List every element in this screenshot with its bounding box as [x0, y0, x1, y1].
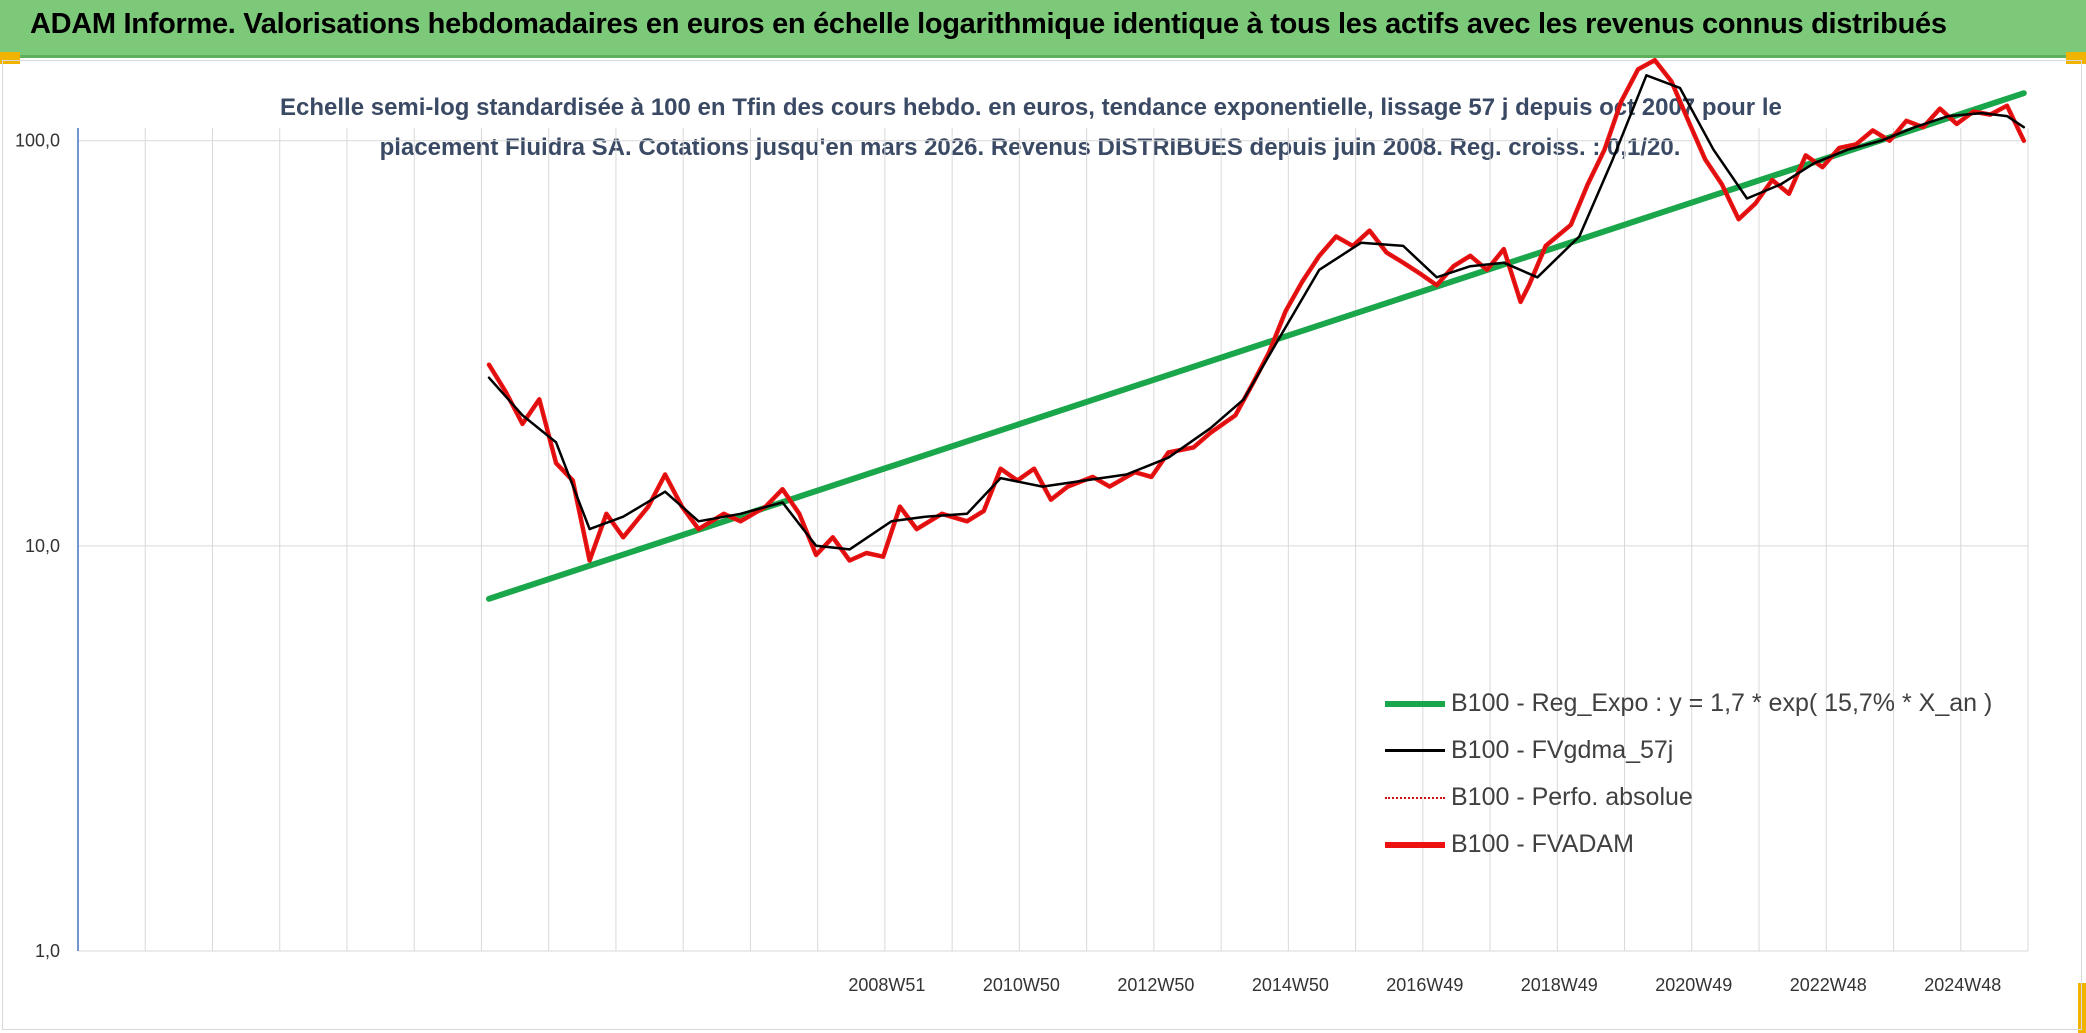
series-line-fvadam: [486, 57, 2027, 563]
series-line-regression: [486, 90, 2027, 602]
x-tick-label: 2022W48: [1790, 975, 1867, 995]
x-tick-label: 2024W48: [1924, 975, 2001, 995]
x-tick-label: 2010W50: [983, 975, 1060, 995]
y-tick-label: 100,0: [15, 131, 60, 151]
legend-label-fvadam: B100 - FVADAM: [1451, 830, 1634, 858]
y-tick-label: 10,0: [25, 536, 60, 556]
page-title: ADAM Informe. Valorisations hebdomadaire…: [30, 8, 1947, 40]
x-tick-label: 2008W51: [848, 975, 925, 995]
corner-marker-left: [0, 52, 20, 64]
legend-swatch-fvadam: [1385, 841, 1445, 848]
x-tick-label: 2018W49: [1521, 975, 1598, 995]
series-line-perfo: [488, 59, 2025, 562]
legend-swatch-smoothed: [1385, 749, 1445, 752]
legend-item-smoothed: B100 - FVgdma_57j: [1385, 727, 1992, 774]
legend-item-perfo: B100 - Perfo. absolue: [1385, 774, 1992, 821]
y-tick-label: 1,0: [35, 941, 60, 961]
legend-swatch-regression: [1385, 700, 1445, 707]
x-tick-label: 2020W49: [1655, 975, 1732, 995]
series-line-smoothed: [487, 74, 2026, 551]
legend-label-perfo: B100 - Perfo. absolue: [1451, 783, 1693, 811]
series-lines: [486, 57, 2027, 602]
chart-subtitle: Echelle semi-log standardisée à 100 en T…: [280, 88, 1782, 168]
legend-item-regression: B100 - Reg_Expo : y = 1,7 * exp( 15,7% *…: [1385, 680, 1992, 727]
legend-label-smoothed: B100 - FVgdma_57j: [1451, 736, 1674, 764]
x-tick-label: 2012W50: [1117, 975, 1194, 995]
legend-swatch-perfo: [1385, 796, 1445, 799]
corner-marker-bottom-right: [2078, 983, 2086, 1033]
grid-lines: [78, 128, 2029, 952]
subtitle-line-1: Echelle semi-log standardisée à 100 en T…: [280, 94, 1782, 121]
x-tick-label: 2016W49: [1386, 975, 1463, 995]
legend-item-fvadam: B100 - FVADAM: [1385, 821, 1992, 868]
x-tick-label: 2014W50: [1252, 975, 1329, 995]
subtitle-line-2: placement Fluidra SA. Cotations jusqu'en…: [379, 134, 1681, 161]
legend-label-regression: B100 - Reg_Expo : y = 1,7 * exp( 15,7% *…: [1451, 689, 1993, 717]
axes: 1,0 10,0 100,0 2008W51 2010W50 2012W50 2014W50…: [15, 128, 2001, 995]
title-banner: ADAM Informe. Valorisations hebdomadaire…: [0, 0, 2086, 58]
chart-frame: [2, 60, 2082, 1030]
chart-legend: B100 - Reg_Expo : y = 1,7 * exp( 15,7% *…: [1385, 680, 1992, 868]
